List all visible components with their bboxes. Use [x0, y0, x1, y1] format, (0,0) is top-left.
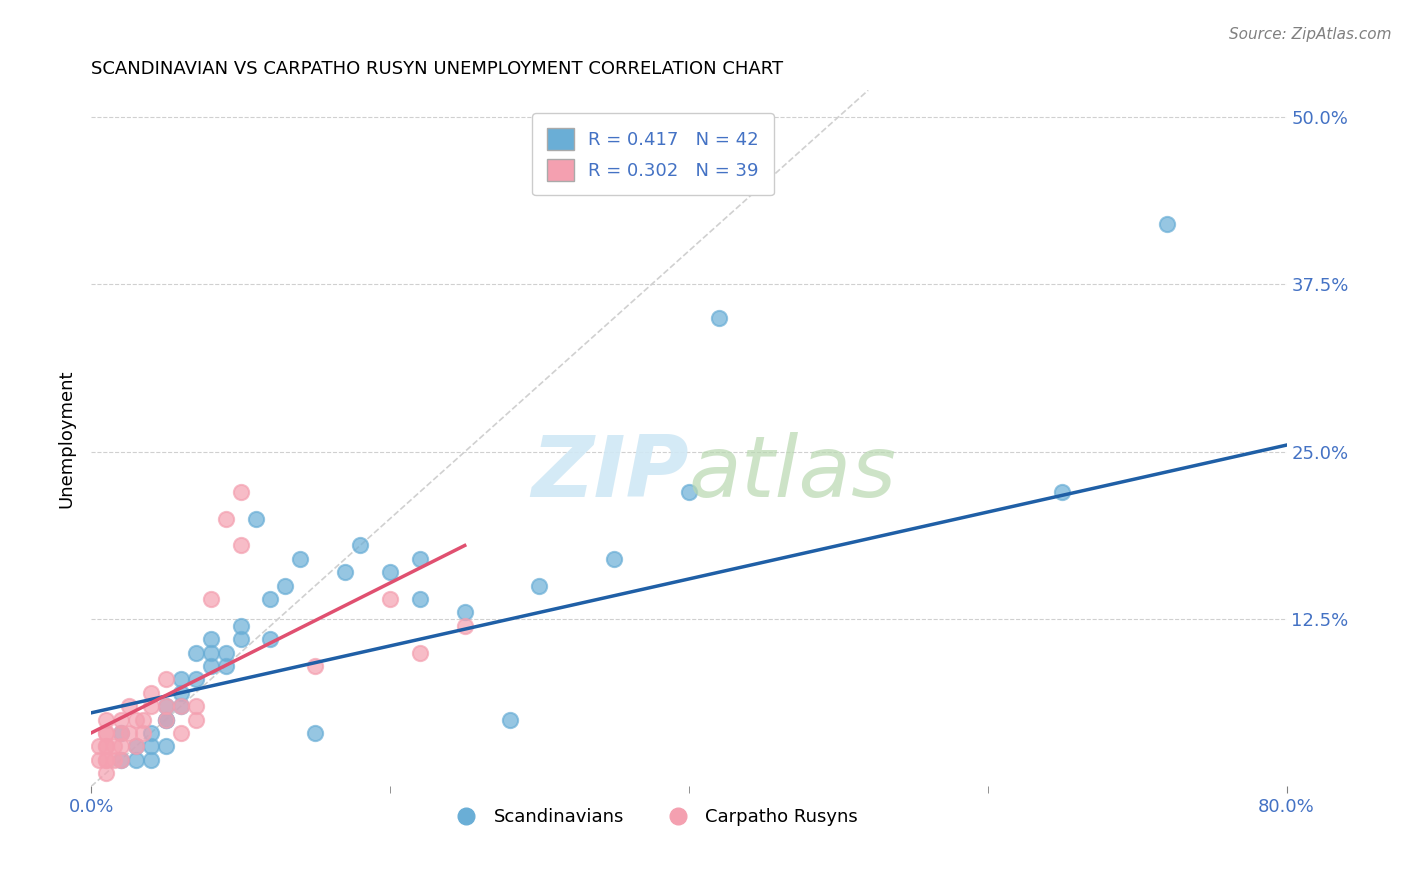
- Scandinavians: [170, 686, 193, 700]
- Carpatho Rusyns: [155, 713, 177, 727]
- Carpatho Rusyns: [132, 713, 155, 727]
- Text: Source: ZipAtlas.com: Source: ZipAtlas.com: [1229, 27, 1392, 42]
- Carpatho Rusyns: [117, 726, 139, 740]
- Carpatho Rusyns: [94, 739, 117, 754]
- Carpatho Rusyns: [87, 739, 110, 754]
- Scandinavians: [454, 606, 477, 620]
- Scandinavians: [110, 726, 132, 740]
- Scandinavians: [214, 659, 236, 673]
- Y-axis label: Unemployment: Unemployment: [58, 369, 75, 508]
- Text: SCANDINAVIAN VS CARPATHO RUSYN UNEMPLOYMENT CORRELATION CHART: SCANDINAVIAN VS CARPATHO RUSYN UNEMPLOYM…: [91, 60, 783, 78]
- Scandinavians: [155, 739, 177, 754]
- Carpatho Rusyns: [454, 619, 477, 633]
- Scandinavians: [707, 310, 730, 325]
- Carpatho Rusyns: [170, 699, 193, 714]
- Scandinavians: [259, 632, 281, 647]
- Text: atlas: atlas: [689, 432, 897, 515]
- Carpatho Rusyns: [94, 726, 117, 740]
- Scandinavians: [200, 632, 222, 647]
- Text: ZIP: ZIP: [531, 432, 689, 515]
- Carpatho Rusyns: [132, 726, 155, 740]
- Carpatho Rusyns: [103, 739, 125, 754]
- Carpatho Rusyns: [139, 699, 162, 714]
- Scandinavians: [229, 619, 252, 633]
- Scandinavians: [378, 566, 401, 580]
- Carpatho Rusyns: [304, 659, 326, 673]
- Carpatho Rusyns: [200, 592, 222, 607]
- Carpatho Rusyns: [117, 699, 139, 714]
- Carpatho Rusyns: [94, 766, 117, 780]
- Carpatho Rusyns: [184, 713, 207, 727]
- Carpatho Rusyns: [94, 713, 117, 727]
- Carpatho Rusyns: [409, 646, 432, 660]
- Scandinavians: [245, 512, 267, 526]
- Scandinavians: [125, 739, 148, 754]
- Scandinavians: [110, 753, 132, 767]
- Legend: Scandinavians, Carpatho Rusyns: Scandinavians, Carpatho Rusyns: [441, 801, 865, 833]
- Carpatho Rusyns: [378, 592, 401, 607]
- Scandinavians: [274, 579, 297, 593]
- Scandinavians: [259, 592, 281, 607]
- Scandinavians: [139, 739, 162, 754]
- Carpatho Rusyns: [110, 713, 132, 727]
- Carpatho Rusyns: [103, 753, 125, 767]
- Scandinavians: [200, 659, 222, 673]
- Scandinavians: [335, 566, 357, 580]
- Carpatho Rusyns: [94, 753, 117, 767]
- Scandinavians: [529, 579, 551, 593]
- Scandinavians: [139, 753, 162, 767]
- Scandinavians: [349, 539, 371, 553]
- Carpatho Rusyns: [214, 512, 236, 526]
- Carpatho Rusyns: [94, 753, 117, 767]
- Carpatho Rusyns: [125, 713, 148, 727]
- Scandinavians: [409, 592, 432, 607]
- Carpatho Rusyns: [110, 726, 132, 740]
- Scandinavians: [229, 632, 252, 647]
- Scandinavians: [678, 484, 700, 499]
- Scandinavians: [184, 646, 207, 660]
- Scandinavians: [139, 726, 162, 740]
- Scandinavians: [603, 552, 626, 566]
- Carpatho Rusyns: [94, 739, 117, 754]
- Carpatho Rusyns: [94, 726, 117, 740]
- Scandinavians: [498, 713, 520, 727]
- Scandinavians: [155, 713, 177, 727]
- Scandinavians: [409, 552, 432, 566]
- Scandinavians: [1052, 484, 1074, 499]
- Scandinavians: [290, 552, 312, 566]
- Carpatho Rusyns: [125, 739, 148, 754]
- Carpatho Rusyns: [229, 484, 252, 499]
- Scandinavians: [170, 673, 193, 687]
- Scandinavians: [170, 699, 193, 714]
- Carpatho Rusyns: [87, 753, 110, 767]
- Scandinavians: [155, 713, 177, 727]
- Carpatho Rusyns: [110, 753, 132, 767]
- Scandinavians: [184, 673, 207, 687]
- Scandinavians: [125, 753, 148, 767]
- Scandinavians: [214, 646, 236, 660]
- Carpatho Rusyns: [139, 686, 162, 700]
- Carpatho Rusyns: [184, 699, 207, 714]
- Carpatho Rusyns: [170, 726, 193, 740]
- Scandinavians: [155, 699, 177, 714]
- Scandinavians: [1156, 217, 1178, 231]
- Carpatho Rusyns: [229, 539, 252, 553]
- Scandinavians: [304, 726, 326, 740]
- Scandinavians: [200, 646, 222, 660]
- Carpatho Rusyns: [110, 739, 132, 754]
- Carpatho Rusyns: [155, 673, 177, 687]
- Carpatho Rusyns: [155, 699, 177, 714]
